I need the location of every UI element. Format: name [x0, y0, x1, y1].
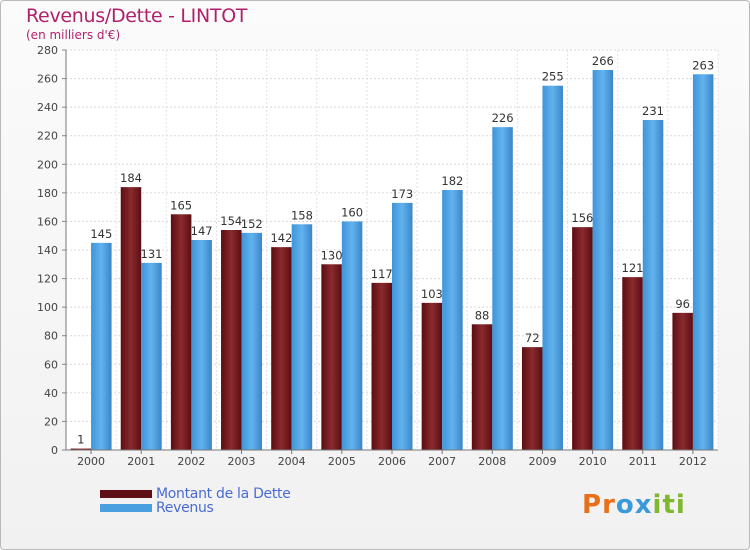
bar-dette: [321, 264, 342, 450]
y-tick-label: 20: [44, 415, 58, 428]
x-tick-label: 2011: [629, 455, 657, 468]
bar-revenus: [291, 224, 313, 450]
data-label-revenus: 255: [542, 70, 564, 84]
logo-letter: o: [615, 490, 635, 520]
data-label-revenus: 147: [191, 224, 213, 238]
chart-subtitle: (en milliers d'€): [26, 28, 121, 42]
data-label-revenus: 266: [592, 54, 614, 68]
proxiti-logo: Proxiti: [582, 490, 686, 520]
y-tick-label: 100: [37, 301, 58, 314]
x-tick-label: 2006: [378, 455, 406, 468]
legend-label-revenus: Revenus: [156, 500, 214, 516]
data-label-dette: 1: [77, 433, 84, 447]
y-tick-label: 180: [37, 187, 58, 200]
bar-revenus: [542, 85, 563, 450]
bar-dette: [421, 302, 443, 450]
legend-label-dette: Montant de la Dette: [156, 486, 291, 502]
y-tick-label: 200: [37, 158, 58, 171]
data-label-revenus: 226: [492, 111, 514, 125]
data-label-revenus: 145: [90, 227, 112, 241]
logo-letter: i: [652, 490, 663, 520]
bar-dette: [521, 347, 543, 450]
bar-revenus: [392, 202, 413, 450]
x-tick-label: 2000: [77, 455, 105, 468]
data-label-dette: 154: [220, 214, 242, 228]
data-label-dette: 184: [120, 171, 142, 185]
data-label-revenus: 158: [291, 208, 313, 222]
bar-revenus: [141, 262, 162, 450]
bar-dette: [371, 282, 392, 450]
bar-revenus: [91, 242, 112, 450]
chart-title: Revenus/Dette - LINTOT: [26, 5, 248, 27]
x-tick-label: 2001: [127, 455, 155, 468]
x-tick-label: 2004: [278, 455, 306, 468]
y-tick-label: 40: [44, 387, 58, 400]
bar-dette: [170, 214, 192, 450]
data-label-dette: 88: [475, 308, 490, 322]
data-label-dette: 142: [270, 231, 292, 245]
logo-letter: P: [582, 490, 603, 520]
data-label-revenus: 182: [441, 174, 463, 188]
x-tick-label: 2007: [428, 455, 456, 468]
bar-revenus: [241, 232, 263, 450]
bar-revenus: [492, 127, 513, 451]
x-tick-label: 2008: [478, 455, 506, 468]
bar-revenus: [692, 74, 714, 451]
bar-revenus: [442, 190, 463, 450]
data-label-dette: 103: [421, 287, 443, 301]
data-label-dette: 72: [525, 331, 540, 345]
bar-dette: [70, 448, 92, 450]
y-tick-label: 240: [37, 101, 58, 114]
y-tick-label: 80: [44, 330, 58, 343]
data-label-revenus: 173: [391, 187, 413, 201]
data-label-dette: 117: [371, 267, 393, 281]
x-tick-label: 2012: [679, 455, 707, 468]
y-tick-label: 0: [51, 444, 58, 457]
x-tick-label: 2010: [579, 455, 607, 468]
x-tick-label: 2005: [328, 455, 356, 468]
y-tick-label: 220: [37, 130, 58, 143]
bar-dette: [271, 247, 292, 450]
data-label-revenus: 160: [341, 205, 363, 219]
logo-letter: i: [675, 490, 686, 520]
bar-dette: [622, 277, 643, 450]
bar-revenus: [191, 240, 212, 450]
data-label-dette: 96: [675, 297, 690, 311]
x-tick-label: 2002: [177, 455, 205, 468]
logo-letter: r: [602, 490, 616, 520]
y-tick-label: 140: [37, 244, 58, 257]
data-label-dette: 165: [170, 198, 192, 212]
logo-letter: t: [662, 490, 676, 520]
legend-item-dette: Montant de la Dette: [100, 486, 291, 502]
x-tick-label: 2009: [528, 455, 556, 468]
y-tick-label: 120: [37, 273, 58, 286]
bar-revenus: [642, 120, 664, 450]
y-tick-label: 280: [37, 44, 58, 57]
y-tick-label: 160: [37, 215, 58, 228]
y-tick-label: 260: [37, 73, 58, 86]
legend-swatch-revenus: [100, 504, 152, 512]
y-tick-label: 60: [44, 358, 58, 371]
bar-dette: [120, 187, 142, 450]
logo-letter: x: [634, 490, 653, 520]
bar-revenus: [341, 221, 363, 450]
data-label-dette: 156: [571, 211, 593, 225]
data-label-dette: 121: [622, 261, 644, 275]
data-label-revenus: 231: [642, 104, 664, 118]
bar-dette: [672, 312, 693, 450]
data-label-revenus: 131: [141, 247, 163, 261]
bar-revenus: [592, 70, 614, 450]
bar-dette: [471, 324, 493, 450]
bar-dette: [221, 230, 242, 450]
legend-swatch-dette: [100, 490, 152, 498]
bar-dette: [572, 227, 593, 450]
data-label-dette: 130: [321, 248, 343, 262]
x-tick-label: 2003: [228, 455, 256, 468]
data-label-revenus: 263: [692, 58, 714, 72]
legend-item-revenus: Revenus: [100, 500, 214, 516]
data-label-revenus: 152: [241, 217, 263, 231]
